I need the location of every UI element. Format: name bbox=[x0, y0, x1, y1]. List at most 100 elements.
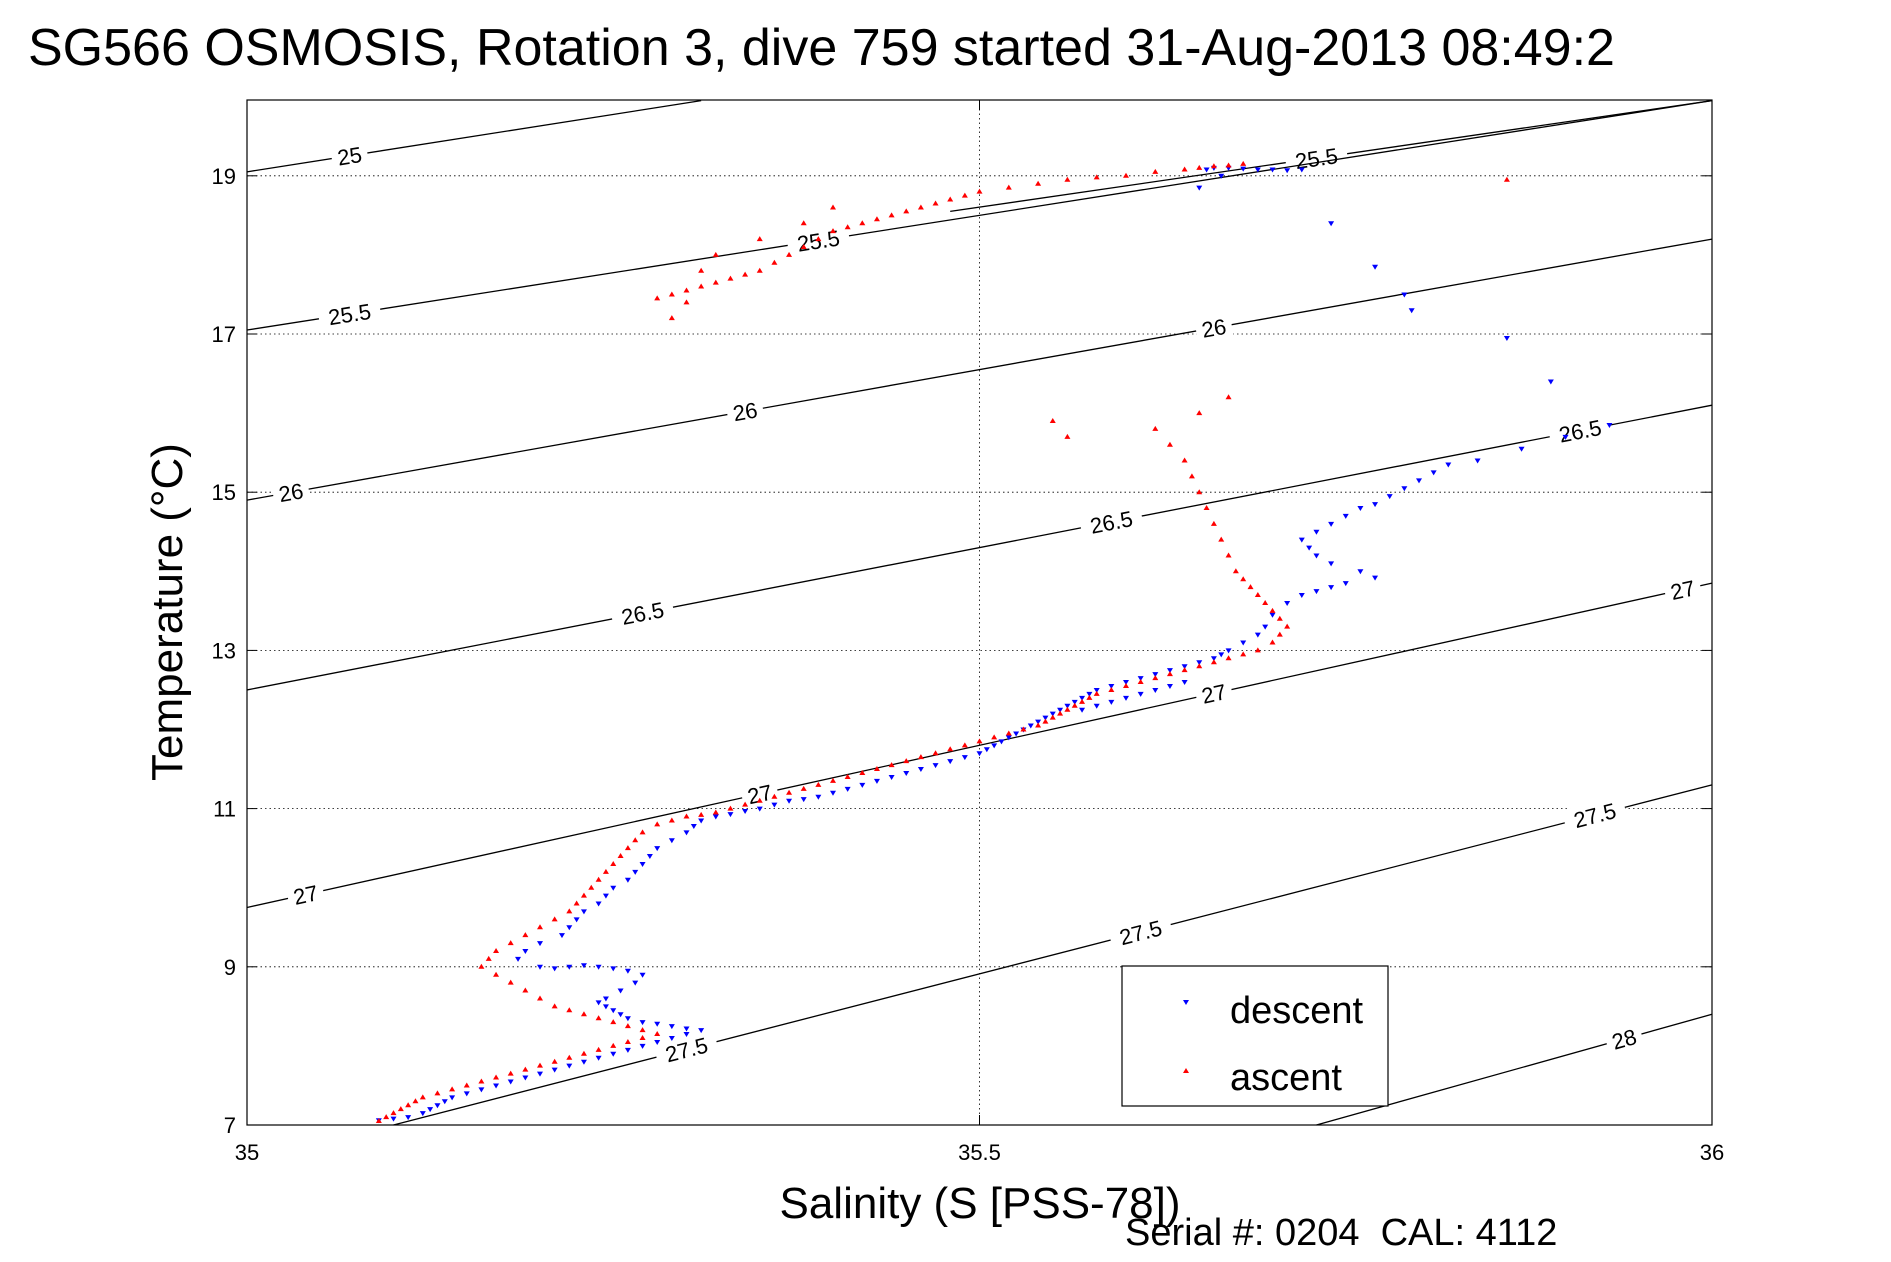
descent-point-148 bbox=[537, 1071, 543, 1077]
descent-point-103 bbox=[646, 854, 653, 860]
ascent-point-34 bbox=[654, 295, 661, 301]
ascent-point-129 bbox=[493, 971, 500, 977]
ascent-point-28 bbox=[742, 271, 749, 277]
descent-point-127 bbox=[602, 996, 609, 1002]
ascent-point-139 bbox=[639, 1027, 646, 1033]
descent-point-105 bbox=[632, 869, 639, 875]
descent-point-143 bbox=[610, 1051, 617, 1057]
ascent-point-67 bbox=[1225, 655, 1232, 661]
descent-point-66 bbox=[1108, 699, 1115, 705]
ascent-point-53 bbox=[1218, 536, 1225, 542]
descent-point-101 bbox=[668, 838, 675, 844]
ascent-point-56 bbox=[1240, 576, 1247, 582]
descent-point-11 bbox=[1372, 264, 1379, 270]
descent-point-30 bbox=[1298, 537, 1305, 543]
ascent-point-62 bbox=[1284, 623, 1291, 629]
density-contours: 2525.525.525.526262626.526.526.527272727… bbox=[246, 100, 1713, 1126]
ascent-point-154 bbox=[449, 1086, 456, 1092]
x-tick-label-0: 35 bbox=[235, 1140, 259, 1165]
grid-lines bbox=[247, 100, 1712, 1125]
ascent-point-109 bbox=[668, 817, 675, 823]
ascent-point-97 bbox=[844, 773, 851, 779]
descent-point-74 bbox=[1013, 731, 1020, 737]
descent-point-10 bbox=[1328, 221, 1335, 227]
ascent-point-158 bbox=[405, 1102, 412, 1108]
descent-point-71 bbox=[1181, 680, 1188, 686]
ascent-point-144 bbox=[595, 1046, 602, 1052]
ascent-point-18 bbox=[888, 212, 895, 218]
descent-point-84 bbox=[903, 771, 910, 777]
descent-point-79 bbox=[976, 751, 983, 757]
descent-point-12 bbox=[1401, 292, 1408, 298]
descent-point-124 bbox=[639, 972, 646, 978]
descent-point-97 bbox=[712, 814, 719, 820]
ascent-point-114 bbox=[617, 853, 624, 859]
descent-point-44 bbox=[1240, 640, 1247, 646]
contour-label-3-0: 26 bbox=[277, 478, 305, 507]
legend-label-ascent: ascent bbox=[1230, 1057, 1342, 1099]
ascent-point-20 bbox=[859, 220, 866, 226]
descent-point-32 bbox=[1313, 553, 1320, 559]
descent-point-88 bbox=[844, 786, 851, 792]
descent-point-144 bbox=[595, 1055, 602, 1061]
descent-point-59 bbox=[1064, 703, 1071, 709]
ascent-point-123 bbox=[537, 924, 543, 930]
ascent-point-124 bbox=[522, 932, 529, 938]
contour-label-bg-4-2 bbox=[1547, 412, 1613, 448]
ascent-point-151 bbox=[493, 1074, 500, 1080]
descent-point-55 bbox=[1093, 687, 1100, 693]
ascent-point-89 bbox=[961, 742, 968, 748]
ascent-point-26 bbox=[771, 259, 778, 265]
ascent-point-149 bbox=[522, 1066, 529, 1072]
ascent-point-135 bbox=[580, 1011, 587, 1017]
descent-point-116 bbox=[515, 956, 522, 962]
descent-point-96 bbox=[727, 812, 734, 818]
ascent-point-79 bbox=[1071, 702, 1078, 708]
descent-point-99 bbox=[690, 824, 697, 830]
ascent-point-143 bbox=[610, 1042, 617, 1048]
descent-point-123 bbox=[624, 968, 631, 974]
descent-point-85 bbox=[888, 774, 895, 780]
ascent-point-7 bbox=[1123, 172, 1129, 178]
ascent-point-8 bbox=[1093, 174, 1100, 180]
ascent-point-121 bbox=[566, 908, 573, 914]
descent-point-133 bbox=[639, 1020, 646, 1026]
descent-point-57 bbox=[1079, 695, 1086, 701]
ascent-point-50 bbox=[1196, 489, 1203, 495]
descent-point-110 bbox=[580, 909, 587, 915]
ascent-point-111 bbox=[639, 829, 646, 835]
ascent-point-47 bbox=[1166, 441, 1173, 447]
descent-point-56 bbox=[1086, 691, 1093, 697]
ascent-point-78 bbox=[1079, 698, 1086, 704]
ascent-point-96 bbox=[859, 770, 866, 776]
ascent-point-116 bbox=[602, 868, 609, 874]
descent-point-41 bbox=[1269, 612, 1276, 618]
x-tick-label-2: 36 bbox=[1700, 1140, 1724, 1165]
descent-point-62 bbox=[1042, 715, 1049, 721]
descent-point-150 bbox=[507, 1079, 514, 1085]
ascent-point-2 bbox=[1225, 162, 1232, 168]
descent-point-28 bbox=[1328, 521, 1335, 527]
descent-point-119 bbox=[566, 964, 573, 970]
ascent-point-148 bbox=[537, 1062, 543, 1068]
descent-point-153 bbox=[463, 1091, 470, 1097]
descent-point-122 bbox=[610, 966, 617, 972]
ascent-point-22 bbox=[830, 228, 836, 234]
contour-label-bg-7-0 bbox=[1603, 1021, 1645, 1055]
descent-point-20 bbox=[1445, 462, 1452, 468]
descent-point-100 bbox=[683, 830, 690, 836]
contour-label-5-1: 27 bbox=[745, 780, 774, 810]
descent-point-91 bbox=[800, 797, 807, 803]
contour-label-bg-6-1 bbox=[1107, 911, 1174, 951]
ascent-point-10 bbox=[1035, 180, 1042, 186]
descent-point-16 bbox=[1606, 422, 1613, 428]
ascent-point-87 bbox=[991, 734, 998, 740]
ascent-point-3 bbox=[1210, 163, 1217, 169]
ascent-point-106 bbox=[712, 809, 719, 815]
descent-point-43 bbox=[1254, 632, 1261, 638]
descent-point-81 bbox=[947, 759, 954, 765]
ascent-point-146 bbox=[566, 1054, 573, 1060]
ascent-point-105 bbox=[727, 805, 734, 811]
descent-point-39 bbox=[1298, 593, 1305, 599]
